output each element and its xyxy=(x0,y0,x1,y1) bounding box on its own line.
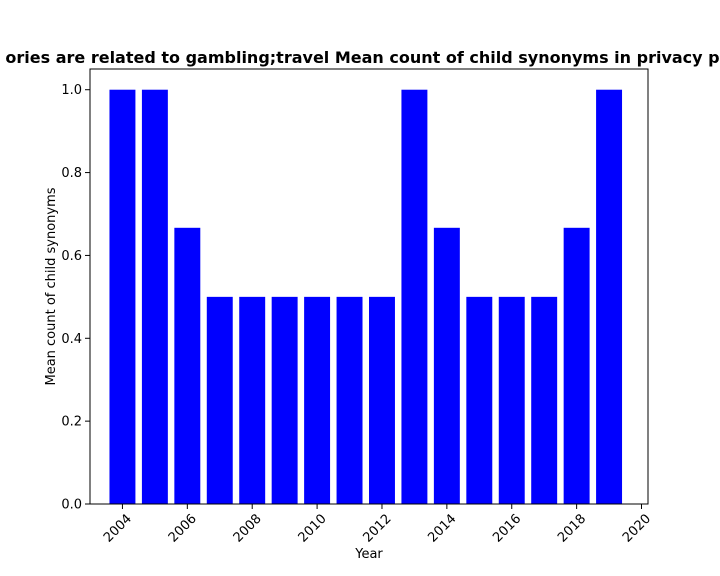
chart-title: ories are related to gambling;travel Mea… xyxy=(5,48,720,67)
bar-2019 xyxy=(596,89,623,505)
y-tick-label: 0.6 xyxy=(61,249,82,264)
bar-2012 xyxy=(369,296,395,504)
y-axis-label: Mean count of child synonyms xyxy=(44,187,59,385)
y-tick-label: 0.4 xyxy=(61,332,82,347)
bar-2014 xyxy=(433,227,460,505)
x-tick-label: 2014 xyxy=(425,512,459,546)
x-axis-label: Year xyxy=(354,547,383,562)
x-tick-label: 2010 xyxy=(296,512,330,546)
bar-2017 xyxy=(531,296,558,504)
bar-2006 xyxy=(174,227,201,505)
x-tick-label: 2018 xyxy=(555,512,589,546)
bar-2004 xyxy=(109,89,136,505)
bar-2013 xyxy=(401,89,428,505)
bar-2007 xyxy=(206,296,233,504)
x-tick-label: 2020 xyxy=(620,512,654,546)
bar-2008 xyxy=(239,296,266,504)
y-tick-label: 0.8 xyxy=(61,166,82,181)
bar-2005 xyxy=(141,89,168,505)
x-tick-label: 2012 xyxy=(360,512,394,546)
x-tick-label: 2004 xyxy=(101,512,135,546)
bar-2018 xyxy=(563,227,590,505)
x-tick-label: 2008 xyxy=(231,512,265,546)
y-tick-label: 1.0 xyxy=(61,83,82,98)
bar-2010 xyxy=(304,296,331,504)
bar-2011 xyxy=(336,296,363,504)
y-tick-label: 0.0 xyxy=(61,498,82,513)
bar-2015 xyxy=(466,296,493,504)
plot-area-frame xyxy=(89,68,649,505)
x-tick-label: 2016 xyxy=(490,512,524,546)
y-axis-ticks: 0.0 0.2 0.4 0.6 0.8 1.0 xyxy=(61,83,90,513)
bar-2016 xyxy=(498,296,525,504)
y-tick-label: 0.2 xyxy=(61,415,82,430)
bar-2009 xyxy=(271,296,298,504)
bars-group xyxy=(109,89,623,505)
x-axis-ticks: 2004 2006 2008 2010 2012 2014 2016 2018 2020 xyxy=(101,504,654,546)
x-tick-label: 2006 xyxy=(166,512,200,546)
